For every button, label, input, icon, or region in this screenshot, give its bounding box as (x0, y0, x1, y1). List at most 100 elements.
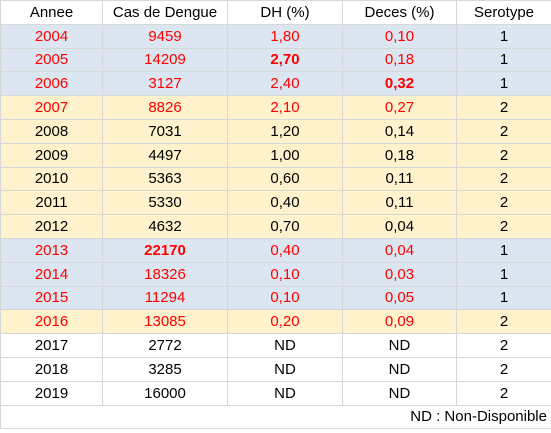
cell-cas: 2772 (102, 333, 228, 358)
cell-annee: 2004 (0, 23, 103, 49)
cell-dh: 0,10 (227, 261, 343, 287)
cell-dh: 0,10 (227, 285, 343, 311)
cell-serotype: 2 (456, 309, 551, 335)
cell-serotype: 2 (456, 380, 551, 406)
cell-dh: 2,70 (227, 47, 343, 73)
cell-deces: 0,04 (342, 214, 457, 239)
cell-annee: 2012 (0, 214, 103, 239)
cell-serotype: 2 (456, 142, 551, 168)
table-row: 2016 13085 0,20 0,09 2 (0, 309, 551, 335)
cell-deces: 0,10 (342, 23, 457, 49)
table-row: 2012 4632 0,70 0,04 2 (0, 214, 551, 239)
table-row: 2009 4497 1,00 0,18 2 (0, 142, 551, 168)
cell-dh: 0,40 (227, 237, 343, 263)
cell-cas: 22170 (102, 237, 228, 263)
table-row: 2011 5330 0,40 0,11 2 (0, 190, 551, 216)
table-body: 2004 9459 1,80 0,10 1 2005 14209 2,70 0,18 1 2006 3… (0, 23, 551, 406)
cell-serotype: 1 (456, 47, 551, 73)
cell-cas: 5363 (102, 166, 228, 192)
header-deces: Deces (%) (342, 0, 457, 25)
cell-cas: 14209 (102, 47, 228, 73)
cell-cas: 9459 (102, 23, 228, 49)
cell-serotype: 1 (456, 23, 551, 49)
footnote-row: ND : Non-Disponible (0, 404, 551, 430)
cell-deces: ND (342, 356, 457, 382)
cell-deces: 0,11 (342, 166, 457, 192)
header-row: Annee Cas de Dengue DH (%) Deces (%) Ser… (0, 0, 551, 25)
cell-cas: 8826 (102, 95, 228, 120)
table-row: 2005 14209 2,70 0,18 1 (0, 47, 551, 73)
cell-cas: 13085 (102, 309, 228, 335)
cell-dh: 1,00 (227, 142, 343, 168)
cell-serotype: 2 (456, 166, 551, 192)
cell-dh: ND (227, 356, 343, 382)
cell-annee: 2013 (0, 237, 103, 263)
cell-deces: 0,03 (342, 261, 457, 287)
footnote-empty-cell (0, 404, 343, 430)
cell-cas: 7031 (102, 118, 228, 144)
table-row: 2014 18326 0,10 0,03 1 (0, 261, 551, 287)
cell-cas: 5330 (102, 190, 228, 216)
cell-dh: 0,70 (227, 214, 343, 239)
cell-annee: 2011 (0, 190, 103, 216)
cell-serotype: 1 (456, 71, 551, 97)
cell-serotype: 2 (456, 333, 551, 358)
cell-annee: 2017 (0, 333, 103, 358)
cell-annee: 2015 (0, 285, 103, 311)
cell-serotype: 2 (456, 95, 551, 120)
cell-dh: 0,40 (227, 190, 343, 216)
cell-annee: 2009 (0, 142, 103, 168)
cell-deces: 0,11 (342, 190, 457, 216)
table-row: 2007 8826 2,10 0,27 2 (0, 95, 551, 120)
cell-deces: 0,14 (342, 118, 457, 144)
cell-annee: 2016 (0, 309, 103, 335)
cell-dh: ND (227, 333, 343, 358)
cell-annee: 2005 (0, 47, 103, 73)
table-row: 2010 5363 0,60 0,11 2 (0, 166, 551, 192)
cell-cas: 11294 (102, 285, 228, 311)
footnote: ND : Non-Disponible (342, 404, 551, 430)
cell-deces: 0,18 (342, 142, 457, 168)
cell-dh: ND (227, 380, 343, 406)
cell-deces: 0,32 (342, 71, 457, 97)
cell-annee: 2018 (0, 356, 103, 382)
cell-deces: 0,09 (342, 309, 457, 335)
table-row: 2013 22170 0,40 0,04 1 (0, 237, 551, 263)
cell-annee: 2010 (0, 166, 103, 192)
table-row: 2015 11294 0,10 0,05 1 (0, 285, 551, 311)
cell-dh: 0,20 (227, 309, 343, 335)
header-serotype: Serotype (456, 0, 551, 25)
cell-deces: 0,27 (342, 95, 457, 120)
cell-serotype: 2 (456, 214, 551, 239)
header-annee: Annee (0, 0, 103, 25)
cell-serotype: 2 (456, 118, 551, 144)
cell-deces: 0,18 (342, 47, 457, 73)
table-row: 2019 16000 ND ND 2 (0, 380, 551, 406)
cell-serotype: 2 (456, 356, 551, 382)
cell-cas: 3127 (102, 71, 228, 97)
cell-deces: ND (342, 333, 457, 358)
table-row: 2004 9459 1,80 0,10 1 (0, 23, 551, 49)
cell-serotype: 1 (456, 285, 551, 311)
cell-serotype: 1 (456, 237, 551, 263)
cell-cas: 18326 (102, 261, 228, 287)
cell-cas: 3285 (102, 356, 228, 382)
cell-cas: 4632 (102, 214, 228, 239)
cell-dh: 1,80 (227, 23, 343, 49)
cell-annee: 2008 (0, 118, 103, 144)
cell-serotype: 1 (456, 261, 551, 287)
table-row: 2008 7031 1,20 0,14 2 (0, 118, 551, 144)
table-row: 2017 2772 ND ND 2 (0, 333, 551, 358)
cell-annee: 2019 (0, 380, 103, 406)
cell-serotype: 2 (456, 190, 551, 216)
cell-deces: 0,04 (342, 237, 457, 263)
cell-deces: ND (342, 380, 457, 406)
cell-annee: 2007 (0, 95, 103, 120)
table-row: 2018 3285 ND ND 2 (0, 356, 551, 382)
cell-annee: 2014 (0, 261, 103, 287)
cell-dh: 2,10 (227, 95, 343, 120)
cell-deces: 0,05 (342, 285, 457, 311)
cell-annee: 2006 (0, 71, 103, 97)
header-cas-de-dengue: Cas de Dengue (102, 0, 228, 25)
cell-dh: 0,60 (227, 166, 343, 192)
